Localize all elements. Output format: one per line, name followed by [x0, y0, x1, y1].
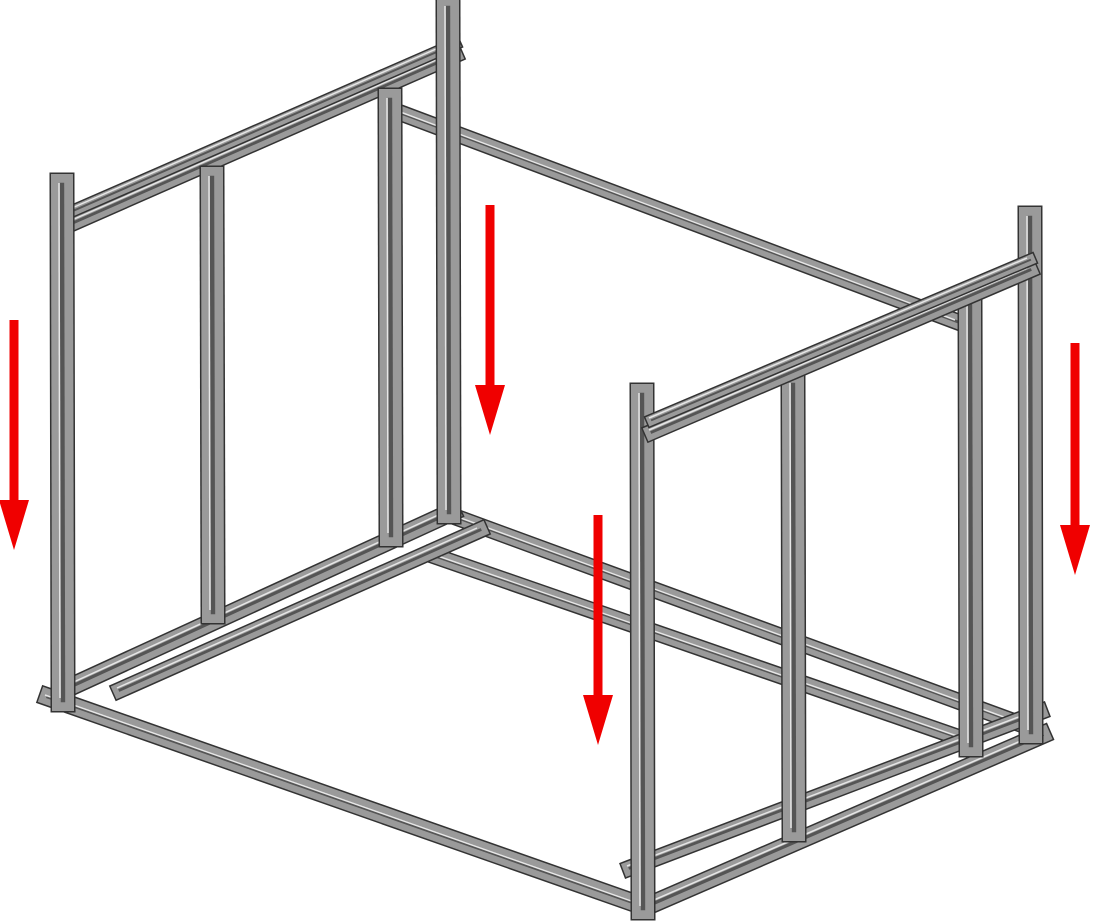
arrow-shaft — [1070, 343, 1080, 527]
extrusion — [439, 504, 1026, 733]
extrusion-highlight — [386, 97, 389, 534]
extrusion-highlight — [58, 182, 61, 699]
arrow — [1060, 343, 1090, 575]
extrusion — [387, 101, 969, 333]
extrusion-highlight — [444, 5, 447, 511]
extrusion-slot — [1027, 215, 1034, 735]
extrusion-highlight — [1026, 215, 1029, 731]
extrusion — [780, 372, 807, 843]
extrusion-highlight — [646, 732, 1040, 904]
extrusion-highlight — [648, 267, 1028, 431]
extrusion — [35, 684, 653, 918]
extrusion-slot — [118, 528, 482, 692]
extrusion-slot — [650, 258, 1032, 422]
arrow-head — [1060, 525, 1090, 575]
extrusion-slot — [387, 97, 394, 538]
extrusion-slot — [967, 302, 974, 748]
extrusion — [66, 35, 464, 219]
extrusion-slot — [445, 5, 452, 515]
extrusion-slot — [73, 42, 457, 212]
extrusion-highlight — [648, 257, 1028, 419]
arrows — [0, 205, 1090, 745]
extrusion-slot — [59, 182, 66, 703]
arrow-head — [475, 385, 505, 435]
extrusion — [199, 165, 226, 625]
extrusion-slot — [650, 268, 1032, 434]
extrusion-slot — [647, 732, 1045, 908]
extrusion — [637, 722, 1055, 918]
extrusion-slot — [73, 53, 457, 224]
arrow — [0, 320, 29, 550]
extrusion — [640, 258, 1042, 444]
arrow-shaft — [9, 320, 19, 502]
extrusion-highlight — [394, 109, 956, 321]
extrusion-slot — [396, 110, 960, 324]
arrow — [475, 205, 505, 435]
extrusion-slot — [448, 513, 1017, 724]
extrusion-highlight — [208, 175, 211, 611]
arrow-head — [0, 500, 29, 550]
extrusion-slot — [639, 392, 646, 911]
extrusion-highlight — [638, 392, 641, 907]
extrusion-slot — [790, 382, 797, 833]
extrusion — [435, 0, 462, 525]
extrusion — [63, 43, 467, 234]
arrow-shaft — [485, 205, 495, 387]
arrow — [583, 515, 613, 745]
extrusion-highlight — [446, 512, 1013, 721]
extrusion — [629, 382, 656, 921]
arrow-shaft — [593, 515, 603, 697]
extrusion-highlight — [71, 52, 453, 221]
frame — [35, 0, 1055, 921]
extrusion-highlight — [116, 527, 478, 689]
extrusion-slot — [430, 553, 962, 740]
extrusion — [108, 518, 492, 702]
extrusion — [49, 172, 76, 713]
extrusion-slot — [45, 694, 643, 908]
extrusion-highlight — [71, 41, 453, 209]
extrusion-highlight — [789, 382, 792, 829]
extrusion-highlight — [428, 552, 958, 737]
extrusion — [1017, 205, 1044, 745]
extrusion-highlight — [966, 302, 969, 744]
extrusion — [421, 544, 971, 749]
extrusion — [643, 251, 1039, 429]
extrusion — [957, 292, 984, 758]
extrusion — [377, 87, 404, 548]
arrow-head — [583, 695, 613, 745]
extrusion-highlight — [44, 694, 638, 904]
extrusion-slot — [209, 175, 216, 615]
